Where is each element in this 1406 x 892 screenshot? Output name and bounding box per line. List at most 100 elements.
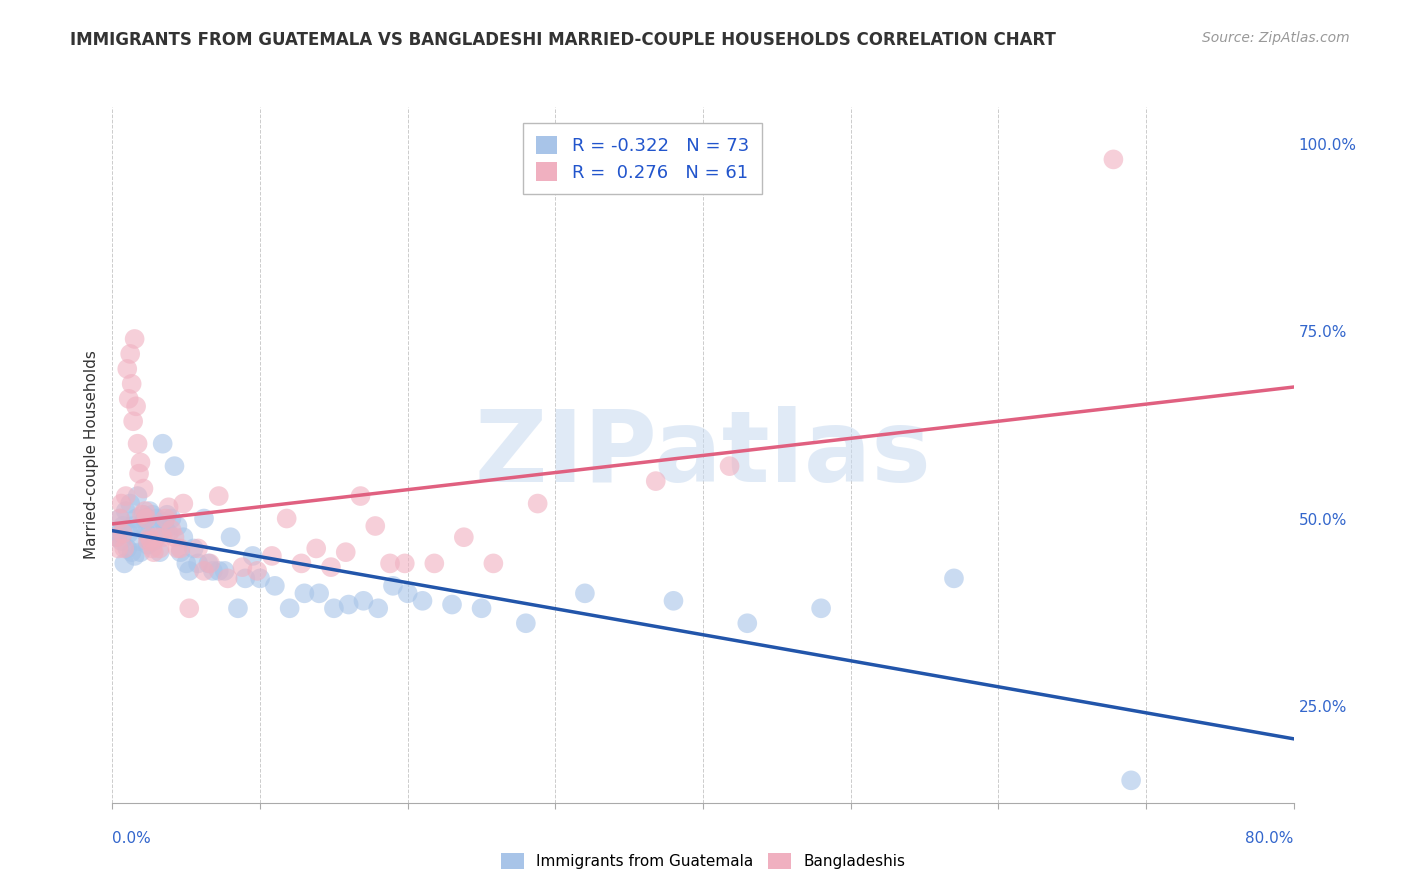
Point [942,571,965,585]
Point [214,564,236,578]
Point [737,616,759,631]
Point [122,519,145,533]
Point [138,530,160,544]
Point [349,489,371,503]
Point [146,511,169,525]
Point [163,530,186,544]
Point [193,511,215,525]
Point [135,511,157,525]
Point [233,571,256,585]
Point [160,511,183,525]
Point [1102,153,1125,167]
Point [112,557,135,571]
Point [125,511,148,525]
Point [246,564,269,578]
Point [249,571,271,585]
Point [142,533,165,548]
Text: IMMIGRANTS FROM GUATEMALA VS BANGLADESHI MARRIED-COUPLE HOUSEHOLDS CORRELATION C: IMMIGRANTS FROM GUATEMALA VS BANGLADESHI… [70,31,1056,49]
Point [166,519,188,533]
Point [201,564,224,578]
Point [378,557,401,571]
Point [136,533,159,548]
Point [163,459,186,474]
Point [127,436,149,450]
Point [157,500,180,515]
Point [193,564,215,578]
Point [107,541,129,556]
Point [187,557,209,571]
Point [308,586,330,600]
Point [172,530,194,544]
Point [121,545,143,559]
Point [139,519,162,533]
Point [174,557,197,571]
Point [219,530,242,544]
Point [110,497,132,511]
Point [183,541,205,556]
Point [644,474,666,488]
Point [124,549,146,563]
Point [335,545,357,559]
Text: Source: ZipAtlas.com: Source: ZipAtlas.com [1202,31,1350,45]
Point [292,586,315,600]
Point [382,579,405,593]
Point [155,511,177,525]
Point [131,519,153,533]
Point [129,455,152,469]
Point [208,489,231,503]
Point [179,564,201,578]
Point [411,594,433,608]
Point [197,557,219,571]
Point [107,526,129,541]
Point [138,504,160,518]
Point [166,541,188,556]
Point [142,545,165,559]
Point [136,538,159,552]
Point [122,414,145,428]
Point [290,557,312,571]
Point [276,511,298,525]
Point [198,557,221,571]
Point [117,541,138,556]
Point [105,530,128,544]
Point [441,598,464,612]
Point [121,376,143,391]
Point [574,586,596,600]
Point [129,545,152,559]
Point [149,545,172,559]
Point [364,519,387,533]
Point [187,541,209,556]
Point [139,533,162,548]
Point [134,504,156,518]
Point [169,541,191,556]
Text: 0.0%: 0.0% [112,831,152,846]
Y-axis label: Married-couple Households: Married-couple Households [83,351,98,559]
Point [155,523,177,537]
Point [264,579,287,593]
Point [120,497,142,511]
Point [718,459,741,474]
Point [169,545,191,559]
Point [482,557,505,571]
Point [105,530,128,544]
Text: ZIPatlas: ZIPatlas [475,407,931,503]
Point [260,549,283,563]
Point [128,533,150,548]
Point [662,594,685,608]
Point [128,467,150,481]
Point [131,508,153,522]
Point [337,598,360,612]
Point [208,564,231,578]
Point [108,511,131,525]
Point [526,497,548,511]
Point [141,508,163,522]
Point [319,560,342,574]
Point [124,332,146,346]
Point [396,586,419,600]
Point [153,515,176,529]
Point [117,362,138,376]
Point [110,533,132,548]
Point [278,601,301,615]
Point [114,504,136,518]
Point [515,616,537,631]
